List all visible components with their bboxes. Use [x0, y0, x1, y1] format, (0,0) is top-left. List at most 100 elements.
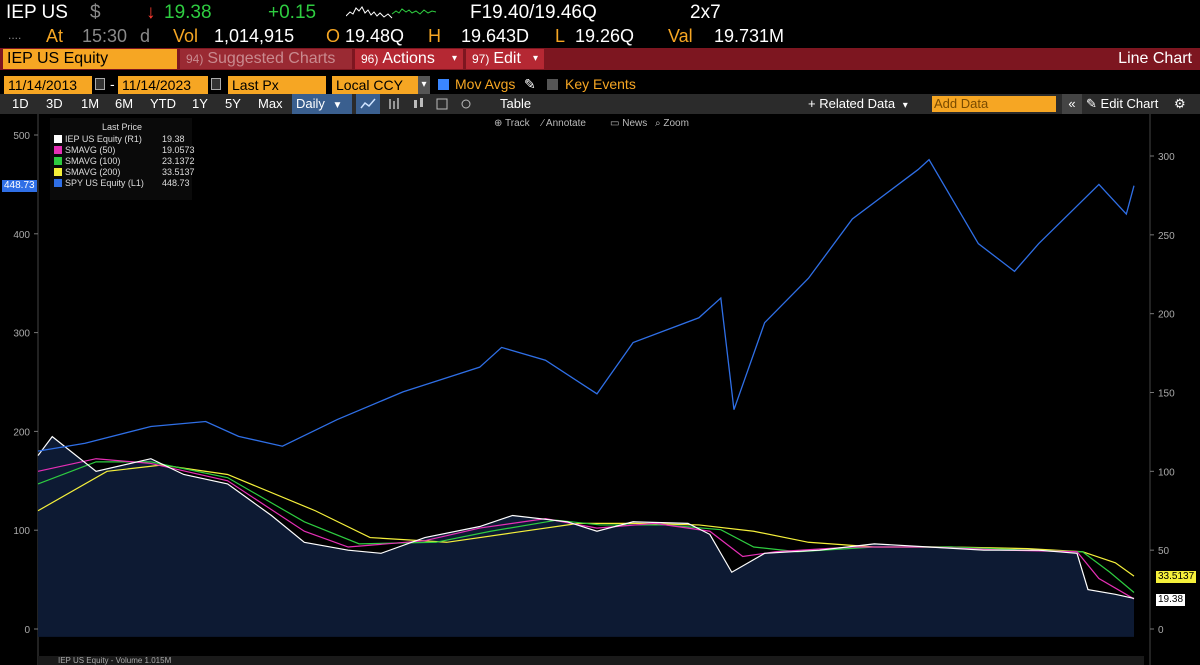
at-label: At	[46, 26, 64, 46]
period-3d[interactable]: 3D	[46, 96, 63, 111]
currency-select[interactable]: Local CCY	[332, 76, 418, 94]
period-1m[interactable]: 1M	[81, 96, 100, 111]
volume-value: 1,014,915	[214, 26, 295, 46]
legend-swatch	[54, 146, 62, 154]
open-value: 19.48Q	[345, 26, 405, 46]
iep-last-badge: 19.38	[1156, 594, 1186, 606]
right-axis-tick-label: 250	[1158, 231, 1175, 242]
chevron-down-icon[interactable]: ▾	[418, 76, 430, 94]
period-1d[interactable]: 1D	[12, 96, 29, 111]
legend-item-iep[interactable]: IEP US Equity (R1) 19.38	[54, 134, 190, 144]
edit-label: Edit	[493, 50, 521, 67]
related-data-label: + Related Data	[808, 96, 896, 111]
edit-number: 97)	[472, 52, 490, 66]
legend-item-sma50[interactable]: SMAVG (50) 19.0573	[54, 145, 195, 155]
pencil-icon[interactable]: ✎	[524, 76, 536, 92]
bid-ask: F19.40/19.46Q	[470, 2, 597, 23]
currency-symbol: $	[90, 2, 101, 23]
legend-item-sma200[interactable]: SMAVG (200) 33.5137	[54, 167, 195, 177]
gallery-icon[interactable]	[432, 94, 452, 114]
intraday-sparkline-icon	[346, 6, 437, 19]
dots-indicator: ....	[8, 28, 22, 42]
volume-panel-header: IEP US Equity - Volume 1.015M	[38, 656, 1144, 665]
high-value: 19.643D	[461, 26, 530, 46]
calendar-icon[interactable]	[211, 78, 221, 90]
left-axis-tick-label: 100	[13, 526, 30, 537]
zoom-label: Zoom	[663, 118, 689, 129]
period-6m[interactable]: 6M	[115, 96, 134, 111]
value-label: Val	[668, 26, 693, 46]
last-price: 19.38	[164, 2, 212, 23]
caret-down-icon: ▾	[532, 53, 538, 64]
chart-area[interactable]: 0 100 200 300 400 500 0 50 100 150 200 250 300	[0, 114, 1200, 665]
period-ytd[interactable]: YTD	[150, 96, 176, 111]
calendar-icon[interactable]	[95, 78, 105, 90]
value-traded: 19.731M	[714, 26, 785, 46]
gear-icon[interactable]: ⚙	[1174, 96, 1186, 111]
key-events-checkbox[interactable]	[547, 79, 558, 90]
edit-chart-label: Edit Chart	[1100, 96, 1159, 111]
spy-price-line	[37, 158, 1135, 452]
volume-label: Vol	[173, 26, 199, 46]
end-date-input[interactable]: 11/14/2023	[118, 76, 208, 94]
low-value: 19.26Q	[575, 26, 635, 46]
news-tool[interactable]: ▭ News	[610, 118, 647, 129]
security-field[interactable]: IEP US Equity	[3, 49, 177, 69]
price-field-input[interactable]: Last Px	[228, 76, 326, 94]
left-axis-tick-label: 400	[13, 230, 30, 241]
candlestick-icon[interactable]	[408, 94, 428, 114]
line-chart-icon[interactable]	[356, 94, 380, 114]
spy-last-badge: 448.73	[2, 180, 37, 192]
right-axis-tick-label: 200	[1158, 310, 1175, 321]
period-max[interactable]: Max	[258, 96, 283, 111]
legend-label: SPY US Equity (L1)	[65, 178, 144, 188]
track-tool[interactable]: ⊕ Track	[494, 118, 530, 129]
table-button[interactable]: Table	[500, 96, 532, 111]
start-date-input[interactable]: 11/14/2013	[4, 76, 92, 94]
mov-avgs-checkbox[interactable]	[438, 79, 449, 90]
track-label: Track	[505, 118, 530, 129]
period-1y[interactable]: 1Y	[192, 96, 208, 111]
zoom-tool[interactable]: ⌕ Zoom	[655, 118, 689, 129]
iep-area-fill	[38, 436, 1134, 637]
legend-header: Last Price	[102, 122, 143, 132]
suggested-charts-button[interactable]: 94) Suggested Charts	[180, 49, 352, 69]
date-separator: -	[110, 76, 115, 92]
news-icon: ▭	[610, 118, 620, 129]
right-axis-tick-label: 300	[1158, 152, 1175, 163]
actions-menu[interactable]: 96) Actions ▾	[355, 49, 463, 69]
left-axis-tick-label: 0	[24, 625, 30, 636]
crosshair-icon: ⊕	[494, 118, 503, 129]
left-axis-tick-label: 300	[13, 329, 30, 340]
period-5y[interactable]: 5Y	[225, 96, 241, 111]
edit-chart-button[interactable]: ✎ Edit Chart	[1086, 94, 1158, 114]
right-axis-tick-label: 50	[1158, 546, 1170, 557]
high-label: H	[428, 26, 441, 46]
down-arrow-icon: ↓	[146, 2, 156, 23]
price-chart[interactable]: 0 100 200 300 400 500 0 50 100 150 200 250 300	[0, 114, 1200, 665]
edit-menu[interactable]: 97) Edit ▾	[466, 49, 544, 69]
add-data-input[interactable]: Add Data	[932, 96, 1056, 112]
bid-ask-size: 2x7	[690, 2, 721, 23]
legend-label: SMAVG (200)	[65, 167, 121, 177]
legend-value: 33.5137	[162, 167, 195, 177]
legend-value: 19.38	[162, 134, 185, 144]
legend-label: SMAVG (100)	[65, 156, 121, 166]
collapse-left-icon[interactable]: «	[1062, 94, 1082, 114]
legend-item-sma100[interactable]: SMAVG (100) 23.1372	[54, 156, 195, 166]
related-data-button[interactable]: + Related Data ▾	[808, 94, 908, 114]
legend-swatch	[54, 179, 62, 187]
chart-settings-icon[interactable]	[456, 94, 476, 114]
zoom-icon: ⌕	[655, 118, 661, 129]
legend-label: SMAVG (50)	[65, 145, 116, 155]
chart-legend[interactable]: Last Price IEP US Equity (R1) 19.38 SMAV…	[50, 118, 195, 200]
iep-price-line	[37, 435, 1135, 600]
chart-toolbar: 1D 3D 1M 6M YTD 1Y 5Y Max Daily ▼ Table …	[0, 94, 1200, 114]
frequency-select[interactable]: Daily ▼	[292, 94, 352, 114]
bar-chart-icon[interactable]	[384, 94, 404, 114]
annotate-tool[interactable]: ∕ Annotate	[542, 118, 586, 129]
legend-swatch	[54, 168, 62, 176]
legend-item-spy[interactable]: SPY US Equity (L1) 448.73	[54, 178, 190, 188]
sma200-badge: 33.5137	[1156, 571, 1197, 583]
quote-time: 15:30	[82, 26, 128, 46]
